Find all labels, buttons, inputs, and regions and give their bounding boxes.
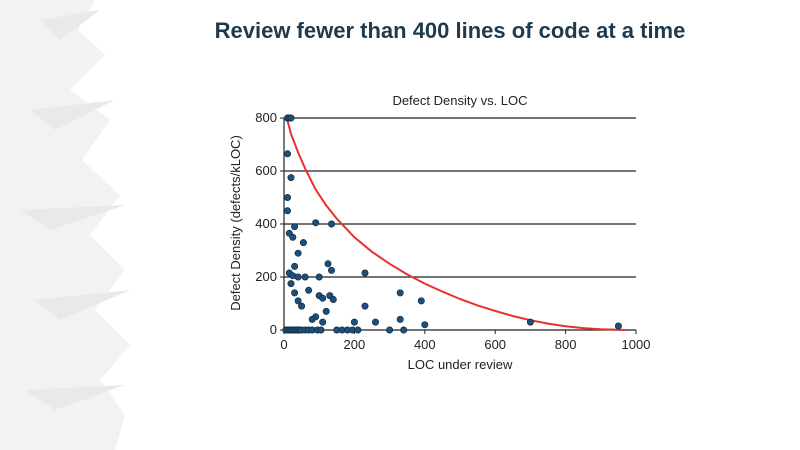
data-point bbox=[396, 289, 404, 297]
data-point bbox=[421, 321, 429, 329]
x-tick-label: 400 bbox=[414, 337, 436, 352]
data-point bbox=[361, 269, 369, 277]
x-tick-label: 600 bbox=[484, 337, 506, 352]
data-point bbox=[322, 307, 330, 315]
data-point bbox=[371, 318, 379, 326]
data-point bbox=[526, 318, 534, 326]
data-point bbox=[298, 302, 306, 310]
data-point bbox=[396, 315, 404, 323]
data-point bbox=[305, 286, 313, 294]
data-point bbox=[350, 318, 358, 326]
data-point bbox=[283, 194, 291, 202]
y-axis-label: Defect Density (defects/kLOC) bbox=[228, 135, 243, 311]
trend-curve bbox=[286, 120, 626, 331]
data-point bbox=[287, 174, 295, 182]
data-point bbox=[315, 273, 323, 281]
data-point bbox=[287, 280, 295, 288]
y-tick-label: 600 bbox=[255, 163, 277, 178]
data-point bbox=[291, 223, 299, 231]
data-point bbox=[299, 239, 307, 247]
trend-curve-layer bbox=[286, 120, 626, 331]
data-point bbox=[301, 273, 309, 281]
x-tick-label: 1000 bbox=[622, 337, 651, 352]
data-point bbox=[354, 326, 362, 334]
slide-title: Review fewer than 400 lines of code at a… bbox=[214, 18, 686, 43]
data-point bbox=[361, 302, 369, 310]
x-tick-label: 200 bbox=[344, 337, 366, 352]
data-point bbox=[294, 249, 302, 257]
y-tick-label: 800 bbox=[255, 110, 277, 125]
y-tick-label: 400 bbox=[255, 216, 277, 231]
chart-title: Defect Density vs. LOC bbox=[392, 93, 527, 108]
data-point bbox=[294, 273, 302, 281]
data-point bbox=[400, 326, 408, 334]
data-point bbox=[287, 114, 295, 122]
data-point bbox=[289, 233, 297, 241]
y-tick-label: 200 bbox=[255, 269, 277, 284]
data-point bbox=[291, 262, 299, 270]
data-point bbox=[327, 220, 335, 228]
x-tick-label: 0 bbox=[280, 337, 287, 352]
data-point bbox=[324, 260, 332, 268]
data-point bbox=[614, 322, 622, 330]
data-point bbox=[283, 150, 291, 158]
data-point bbox=[294, 297, 302, 305]
data-points bbox=[282, 114, 622, 334]
axes bbox=[280, 117, 637, 334]
data-point bbox=[329, 295, 337, 303]
tick-labels: 0 200 400 600 800 0 200 400 600 800 1000 bbox=[255, 110, 650, 352]
data-point bbox=[319, 318, 327, 326]
data-point bbox=[317, 326, 325, 334]
data-point bbox=[327, 266, 335, 274]
x-axis-label: LOC under review bbox=[408, 357, 513, 372]
data-point bbox=[319, 294, 327, 302]
brush-streak bbox=[20, 10, 130, 410]
data-point bbox=[308, 315, 316, 323]
y-tick-label: 0 bbox=[270, 322, 277, 337]
data-point bbox=[283, 207, 291, 215]
data-point bbox=[386, 326, 394, 334]
data-point bbox=[417, 297, 425, 305]
data-point bbox=[291, 289, 299, 297]
x-tick-label: 800 bbox=[555, 337, 577, 352]
data-point bbox=[312, 219, 320, 227]
